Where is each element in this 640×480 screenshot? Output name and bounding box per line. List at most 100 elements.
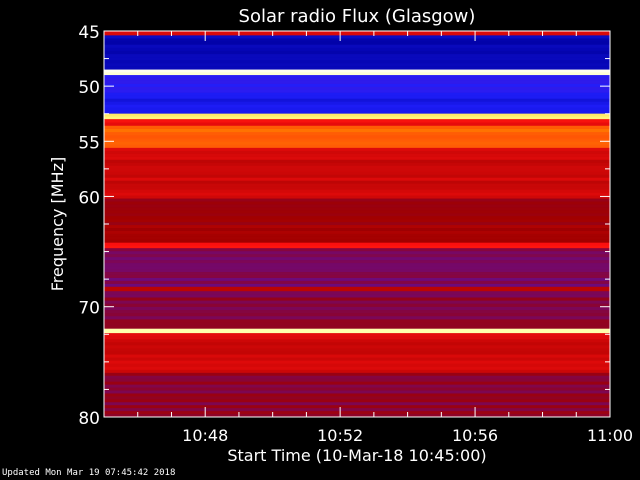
spectrogram-texture xyxy=(104,254,610,258)
y-axis-label: Frequency [MHz] xyxy=(48,157,67,291)
y-tick-label: 60 xyxy=(78,188,100,208)
spectrogram-texture xyxy=(104,393,610,397)
spectrogram-texture xyxy=(104,80,610,84)
spectrogram-texture xyxy=(104,162,610,166)
spectrogram-texture xyxy=(104,283,610,287)
spectrogram-texture xyxy=(104,110,610,114)
spectrogram-texture xyxy=(104,230,610,234)
spectrogram-texture xyxy=(104,384,610,388)
spectrogram-texture xyxy=(104,300,610,304)
spectrogram-texture xyxy=(104,345,610,349)
spectrogram-texture xyxy=(104,313,610,317)
spectrogram-texture xyxy=(104,316,610,320)
spectrogram-texture xyxy=(104,180,610,184)
spectrogram-texture xyxy=(104,156,610,160)
x-tick-label: 10:56 xyxy=(452,426,498,445)
spectrogram-texture xyxy=(104,375,610,379)
spectrogram-texture xyxy=(104,225,610,229)
spectrogram-texture xyxy=(104,107,610,111)
spectrogram-texture xyxy=(104,141,610,145)
spectrogram-texture xyxy=(104,125,610,129)
spectrogram-texture xyxy=(104,280,610,284)
spectrogram-texture xyxy=(104,31,610,36)
spectrogram-texture xyxy=(104,213,610,217)
spectrogram-texture xyxy=(104,210,610,214)
spectrogram-texture xyxy=(104,35,610,39)
x-tick-label: 11:00 xyxy=(587,426,633,445)
updated-timestamp: Updated Mon Mar 19 07:45:42 2018 xyxy=(2,468,176,478)
spectrogram-texture xyxy=(104,269,610,273)
spectrogram-texture xyxy=(104,245,610,249)
spectrogram-texture xyxy=(104,38,610,42)
spectrogram-texture xyxy=(104,66,610,70)
y-tick-label: 80 xyxy=(78,409,100,429)
spectrogram-texture xyxy=(104,263,610,267)
spectrogram-texture xyxy=(104,150,610,154)
spectrogram-texture xyxy=(104,183,610,187)
spectrogram-texture xyxy=(104,222,610,226)
spectrogram-texture xyxy=(104,101,610,105)
spectrogram-texture xyxy=(104,50,610,55)
spectrogram-texture xyxy=(104,272,610,275)
x-tick-label: 10:48 xyxy=(182,426,228,445)
x-tick-label: 10:52 xyxy=(317,426,363,445)
spectrogram-texture xyxy=(104,342,610,346)
spectrogram-texture xyxy=(104,399,610,403)
spectrogram-texture xyxy=(104,174,610,178)
spectrogram-texture xyxy=(104,204,610,208)
spectrogram-texture xyxy=(104,325,610,329)
spectrogram-texture xyxy=(104,207,610,211)
spectrogram-texture xyxy=(104,44,610,48)
spectrogram-texture xyxy=(104,228,610,231)
spectrogram-texture xyxy=(104,78,610,81)
spectrogram-texture xyxy=(104,233,610,237)
spectrogram-texture xyxy=(104,408,610,412)
spectrogram-texture xyxy=(104,57,610,61)
spectrogram-texture xyxy=(104,372,610,376)
spectrogram-texture xyxy=(104,405,610,409)
spectrogram-texture xyxy=(104,390,610,394)
spectrogram-texture xyxy=(104,294,610,298)
spectrogram-texture xyxy=(104,138,610,142)
spectrogram-texture xyxy=(104,104,610,108)
spectrogram-texture xyxy=(104,168,610,172)
spectrogram-texture xyxy=(104,239,610,243)
spectrogram-texture xyxy=(104,369,610,373)
spectrogram-texture xyxy=(104,411,610,415)
spectrogram-texture xyxy=(104,277,610,281)
y-tick-label: 45 xyxy=(78,23,100,43)
spectrogram-texture xyxy=(104,195,610,199)
y-tick-label: 50 xyxy=(78,78,100,98)
spectrogram-texture xyxy=(104,414,610,417)
spectrogram-texture xyxy=(104,257,610,261)
spectrogram-texture xyxy=(104,266,610,270)
spectrogram-texture xyxy=(104,248,610,252)
spectrogram-texture xyxy=(104,122,610,126)
spectrogram-texture xyxy=(104,336,610,340)
spectrogram-texture xyxy=(104,147,610,151)
spectrogram-texture xyxy=(104,189,610,193)
spectrogram-texture xyxy=(104,201,610,205)
spectrogram-texture xyxy=(104,348,610,352)
spectrogram-texture xyxy=(104,351,610,355)
spectrogram-texture xyxy=(104,41,610,45)
spectrogram-texture xyxy=(104,387,610,391)
spectrogram-texture xyxy=(104,242,610,246)
y-tick-label: 55 xyxy=(78,133,100,153)
spectrogram-texture xyxy=(104,83,610,87)
spectrogram-texture xyxy=(104,128,610,133)
spectrogram-texture xyxy=(104,219,610,223)
y-tick-label: 70 xyxy=(78,299,100,319)
spectrogram-texture xyxy=(104,165,610,169)
spectrogram-texture xyxy=(104,171,610,175)
spectrogram-texture xyxy=(104,47,610,51)
spectrogram-texture xyxy=(104,60,610,64)
spectrogram-texture xyxy=(104,297,610,301)
spectrogram-texture xyxy=(104,177,610,181)
spectrogram-texture xyxy=(104,260,610,264)
spectrogram-texture xyxy=(104,328,610,334)
spectrogram-texture xyxy=(104,236,610,240)
spectrogram-texture xyxy=(104,186,610,190)
